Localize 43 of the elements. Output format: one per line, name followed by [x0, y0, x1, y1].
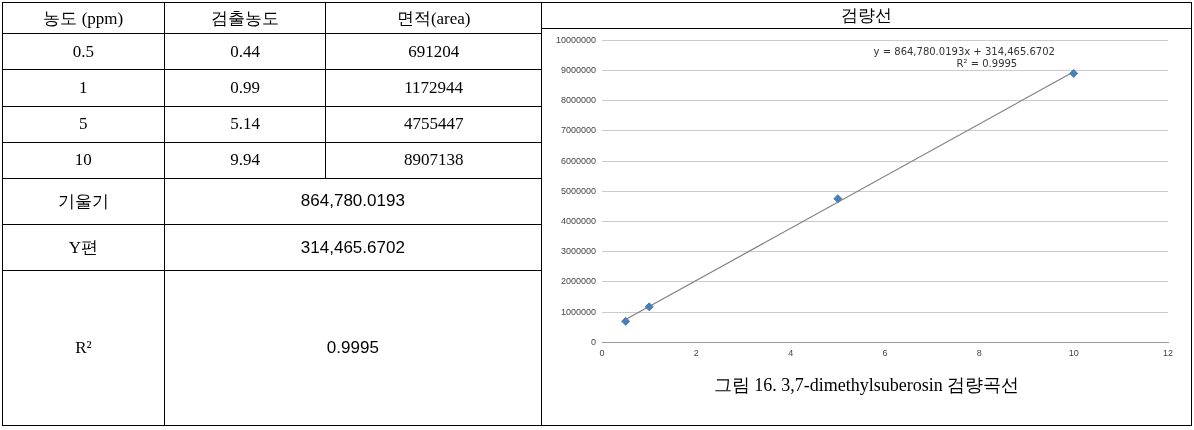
y-tick-label: 3000000: [561, 246, 597, 257]
annotation: y = 864,780.0193x + 314,465.6702: [873, 46, 1055, 58]
x-tick-label: 12: [1162, 348, 1174, 359]
text: 면적(area): [325, 2, 542, 34]
y-tick-label: 2000000: [561, 276, 597, 287]
chart-title: 검량선: [542, 3, 1191, 29]
text: 314,465.6702: [164, 224, 542, 271]
text: 691204: [325, 33, 542, 70]
y-tick-label: 0: [591, 336, 597, 347]
text: Y편: [2, 224, 165, 271]
annotation: R² = 0.9995: [956, 58, 1018, 70]
y-tick-label: 6000000: [561, 155, 597, 166]
y-tick-label: 7000000: [561, 125, 597, 136]
x-tick-label: 4: [788, 348, 794, 359]
text: 9.94: [164, 142, 326, 179]
y-tick-label: 8000000: [561, 95, 597, 106]
y-tick-label: 9000000: [561, 65, 597, 76]
x-tick-label: 0: [599, 348, 605, 359]
text: 10: [2, 142, 165, 179]
text: 0.99: [164, 69, 326, 107]
text: 5: [2, 106, 165, 143]
y-tick-label: 4000000: [561, 215, 597, 226]
x-tick-label: 6: [882, 348, 888, 359]
text: 4755447: [325, 106, 542, 143]
text: 0.5: [2, 33, 165, 70]
x-tick-label: 10: [1068, 348, 1079, 359]
text: 0.9995: [164, 270, 542, 426]
caption: 그림 16. 3,7-dimethylsuberosin 검량곡선: [712, 374, 1021, 397]
x-tick-label: 2: [693, 348, 699, 359]
text: 검출농도: [164, 2, 326, 34]
y-tick-label: 1000000: [561, 306, 597, 317]
text: 농도 (ppm): [2, 2, 165, 34]
text: 8907138: [325, 142, 542, 179]
text: 1172944: [325, 69, 542, 107]
text: 864,780.0193: [164, 178, 542, 225]
x-tick-label: 8: [976, 348, 982, 359]
y-tick-label: 5000000: [561, 185, 597, 196]
y-tick-label: 10000000: [556, 34, 597, 45]
text: R²: [2, 270, 165, 426]
text: 0.44: [164, 33, 326, 70]
text: 기울기: [2, 178, 165, 225]
text: 5.14: [164, 106, 326, 143]
text: 1: [2, 69, 165, 107]
